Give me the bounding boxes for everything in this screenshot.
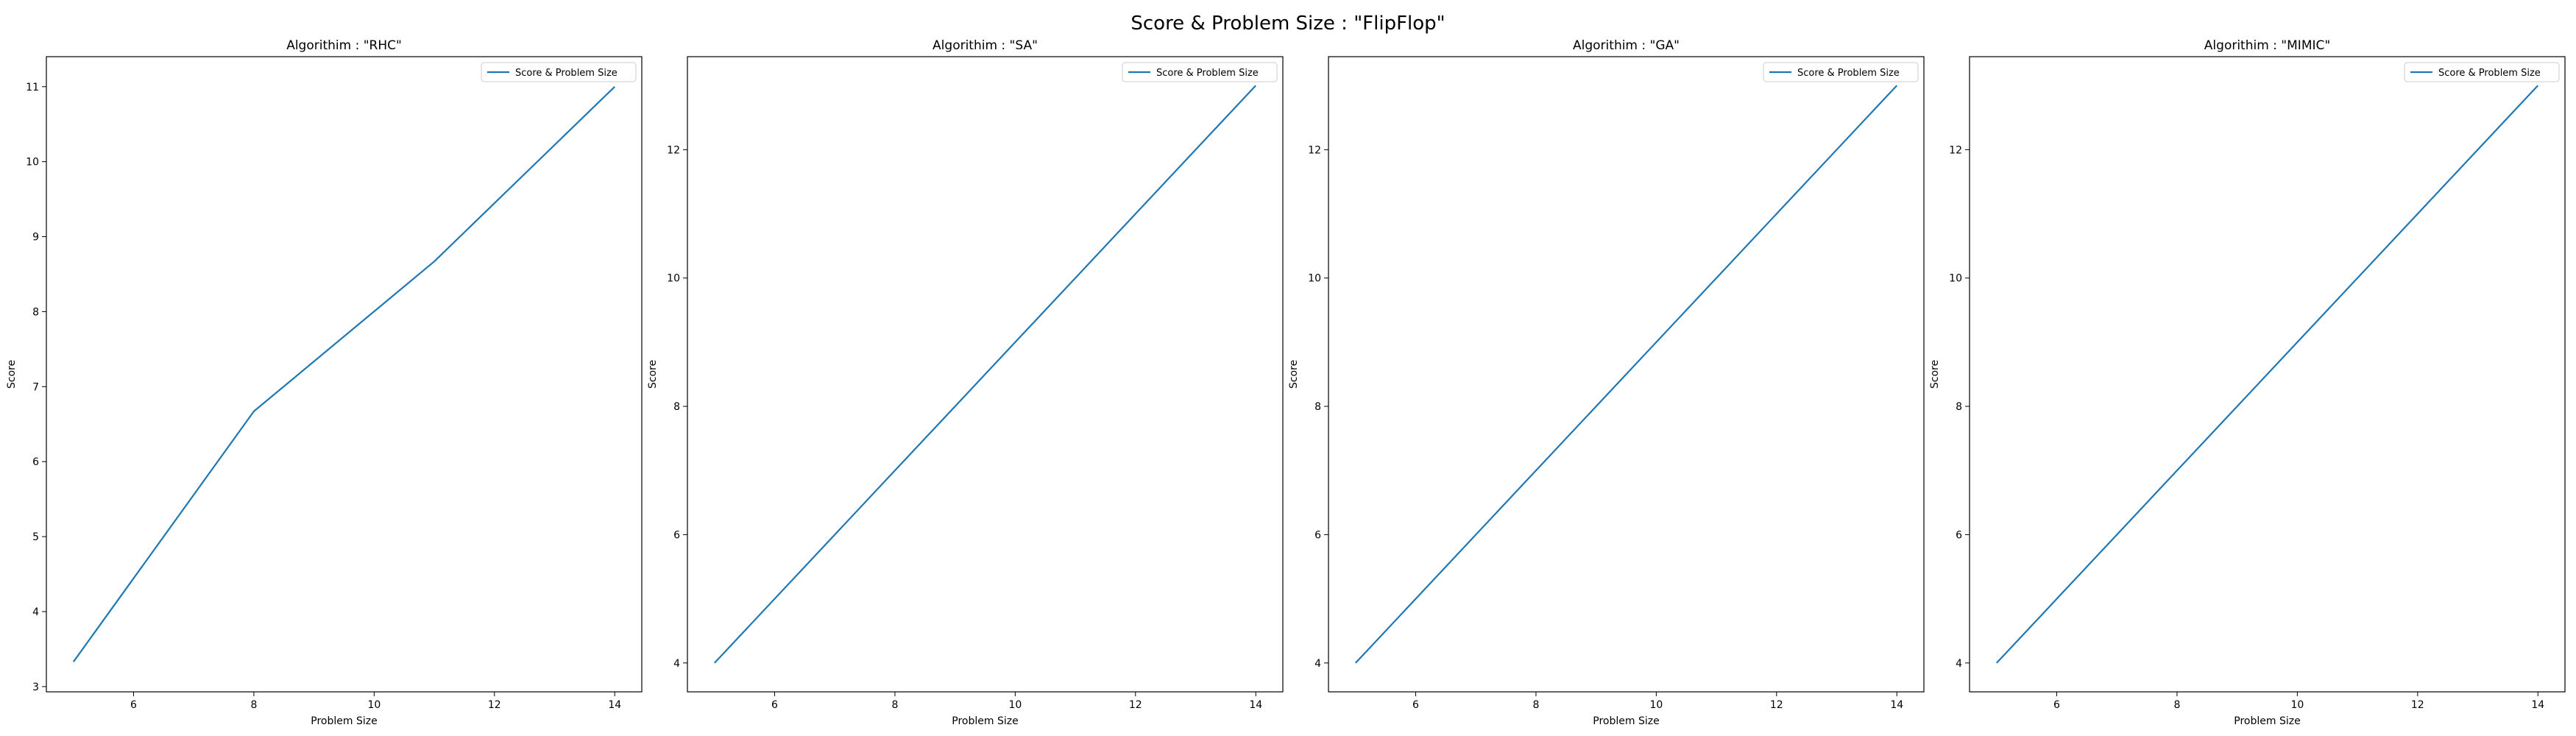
y-tick-label: 6 (1314, 529, 1321, 541)
y-tick-label: 7 (32, 381, 39, 393)
y-tick-label: 11 (26, 82, 39, 93)
x-tick-label: 6 (1412, 699, 1419, 711)
y-axis-label: Score (1929, 360, 1941, 389)
y-tick-label: 12 (1949, 144, 1962, 156)
legend: Score & Problem Size (2404, 62, 2560, 82)
legend-box (1763, 62, 1919, 82)
y-tick-label: 8 (32, 306, 39, 318)
x-tick-label: 12 (2411, 699, 2424, 711)
legend-label: Score & Problem Size (1156, 68, 1259, 79)
series-line (713, 85, 1257, 664)
x-tick-label: 6 (2053, 699, 2060, 711)
series-line (1354, 85, 1898, 664)
x-tick-label: 14 (608, 699, 621, 711)
y-axis-label: Score (6, 360, 18, 389)
y-tick-label: 10 (667, 273, 680, 285)
figure-title: Score & Problem Size : "FlipFlop" (1130, 13, 1445, 35)
y-tick-label: 10 (1949, 273, 1962, 285)
subplots: Algorithim : "RHC" 6 8 10 12 14 3 4 5 6 7 8 9 10 11 Pro… (6, 38, 2566, 727)
subplot-2: Algorithim : "GA" 6 8 10 12 14 4 6 8 10 12 Problem … (1288, 38, 1925, 727)
x-axis-label: Problem Size (2234, 715, 2300, 727)
legend-label: Score & Problem Size (1797, 68, 1900, 79)
y-tick-label: 3 (32, 682, 39, 693)
y-tick-label: 8 (1314, 401, 1321, 413)
x-tick-label: 10 (1649, 699, 1663, 711)
x-tick-label: 10 (1008, 699, 1022, 711)
subplot-title: Algorithim : "MIMIC" (2204, 38, 2330, 53)
x-tick-label: 8 (250, 699, 257, 711)
legend: Score & Problem Size (1763, 62, 1919, 82)
plot-frame (687, 56, 1284, 693)
y-tick-label: 8 (673, 401, 680, 413)
y-axis-label: Score (1288, 360, 1300, 389)
plot-frame (1328, 56, 1925, 693)
legend-box (2404, 62, 2560, 82)
y-tick-label: 8 (1956, 401, 1962, 413)
x-axis-label: Problem Size (952, 715, 1018, 727)
x-tick-label: 12 (1129, 699, 1142, 711)
subplot-3: Algorithim : "MIMIC" 6 8 10 12 14 4 6 8 10 12 Probl… (1929, 38, 2566, 727)
subplot-1: Algorithim : "SA" 6 8 10 12 14 4 6 8 10 12 Problem … (647, 38, 1284, 727)
x-tick-label: 14 (1249, 699, 1262, 711)
y-tick-label: 9 (32, 232, 39, 244)
y-tick-label: 10 (26, 157, 39, 169)
plot-frame (1969, 56, 2566, 693)
x-axis-label: Problem Size (311, 715, 377, 727)
legend: Score & Problem Size (1122, 62, 1278, 82)
y-tick-label: 6 (673, 529, 680, 541)
y-tick-label: 10 (1308, 273, 1321, 285)
x-tick-label: 6 (130, 699, 137, 711)
x-tick-label: 8 (891, 699, 898, 711)
subplot-title: Algorithim : "GA" (1573, 38, 1680, 53)
y-tick-label: 4 (32, 606, 39, 618)
plot-frame (46, 56, 643, 693)
x-tick-label: 10 (2290, 699, 2304, 711)
x-tick-label: 12 (488, 699, 501, 711)
y-tick-label: 4 (1956, 658, 1962, 670)
legend-box (481, 62, 637, 82)
subplot-0: Algorithim : "RHC" 6 8 10 12 14 3 4 5 6 7 8 9 10 11 Pro… (6, 38, 643, 727)
legend-box (1122, 62, 1278, 82)
subplot-title: Algorithim : "RHC" (286, 38, 402, 53)
x-tick-label: 6 (771, 699, 778, 711)
y-tick-label: 4 (1314, 658, 1321, 670)
y-axis-label: Score (647, 360, 659, 389)
x-tick-label: 10 (367, 699, 381, 711)
x-tick-label: 8 (2173, 699, 2180, 711)
x-tick-label: 14 (1890, 699, 1903, 711)
series-line (72, 86, 615, 662)
y-tick-label: 5 (32, 531, 39, 543)
x-axis-label: Problem Size (1593, 715, 1659, 727)
y-tick-label: 6 (1956, 529, 1962, 541)
series-line (1995, 85, 2539, 664)
legend-label: Score & Problem Size (515, 68, 618, 79)
x-tick-label: 12 (1770, 699, 1783, 711)
y-tick-label: 6 (32, 456, 39, 468)
legend-label: Score & Problem Size (2438, 68, 2541, 79)
x-tick-label: 8 (1532, 699, 1539, 711)
y-tick-label: 12 (667, 144, 680, 156)
y-tick-label: 12 (1308, 144, 1321, 156)
subplot-title: Algorithim : "SA" (933, 38, 1038, 53)
legend: Score & Problem Size (481, 62, 637, 82)
x-tick-label: 14 (2531, 699, 2544, 711)
y-tick-label: 4 (673, 658, 680, 670)
